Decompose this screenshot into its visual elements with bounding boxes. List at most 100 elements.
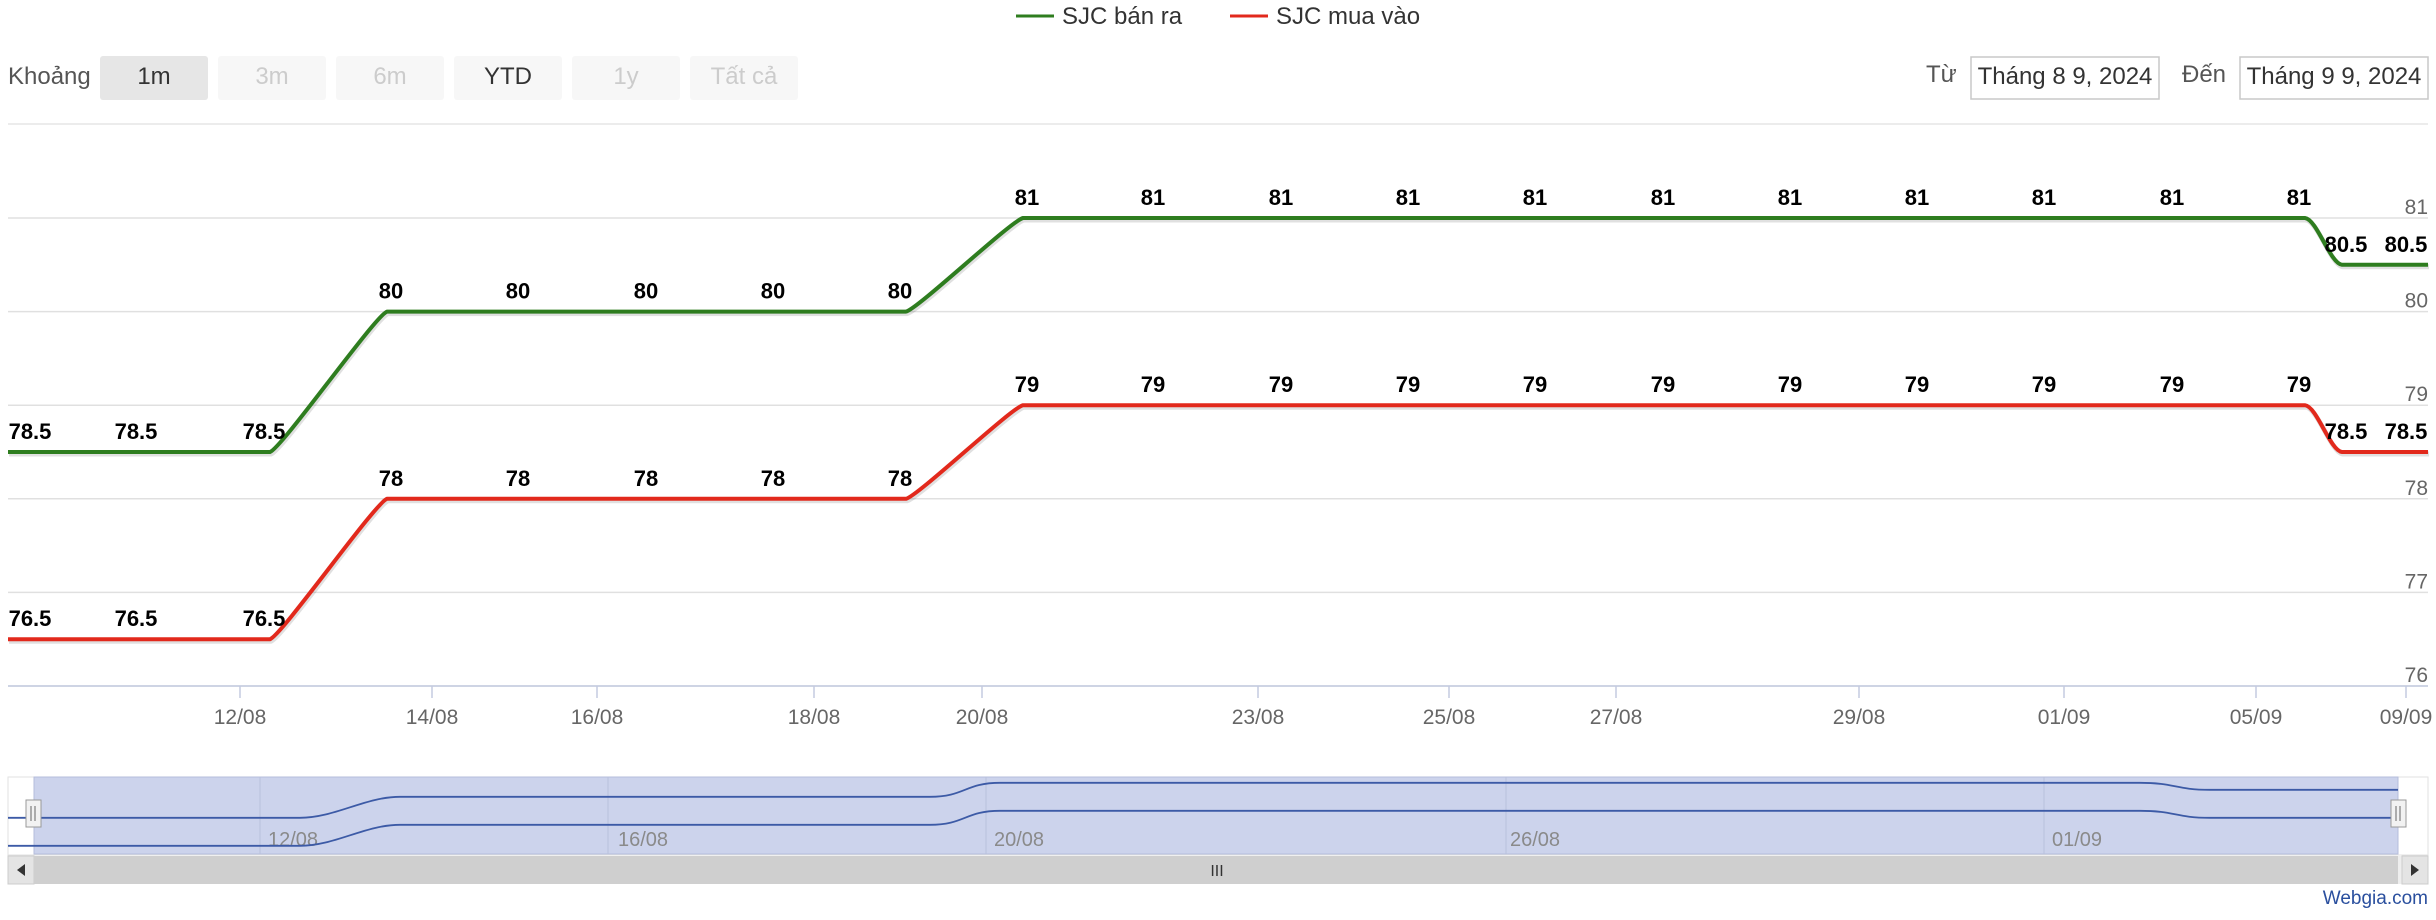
arrow-right-icon: [2411, 864, 2419, 876]
data-label: 79: [1523, 372, 1547, 397]
range-button-label: YTD: [484, 63, 532, 90]
from-date-input[interactable]: Tháng 8 9, 2024: [1970, 56, 2160, 100]
data-label: 79: [1905, 372, 1929, 397]
range-button-1[interactable]: 1m: [100, 56, 208, 100]
data-label: 79: [1141, 372, 1165, 397]
to-date-value: Tháng 9 9, 2024: [2247, 63, 2422, 90]
scrollbar-thumb[interactable]: III: [34, 856, 2398, 884]
legend-buy-label: SJC mua vào: [1276, 3, 1420, 30]
data-label: 80.5: [2325, 232, 2368, 257]
data-label: 80: [761, 279, 785, 304]
navigator-label: 26/08: [1510, 829, 1560, 851]
y-tick-label: 81: [2405, 196, 2428, 219]
data-label: 76.5: [9, 606, 52, 631]
data-label: 78.5: [115, 419, 158, 444]
data-label: 78.5: [2325, 419, 2368, 444]
data-label: 79: [1015, 372, 1039, 397]
data-label: 81: [2032, 185, 2056, 210]
x-tick-label: 25/08: [1423, 706, 1476, 729]
navigator-series-buy: [8, 809, 2398, 847]
data-label: 80.5: [2385, 232, 2428, 257]
legend-item-sell[interactable]: SJC bán ra: [1016, 3, 1183, 30]
data-label: 81: [1651, 185, 1675, 210]
x-tick-label: 09/09: [2380, 706, 2433, 729]
x-tick-label: 14/08: [406, 706, 459, 729]
data-label: 79: [2032, 372, 2056, 397]
data-label: 78.5: [9, 419, 52, 444]
data-label: 79: [1396, 372, 1420, 397]
scrollbar-right-arrow[interactable]: [2401, 855, 2429, 885]
data-label: 76.5: [115, 606, 158, 631]
range-button-2: 3m: [218, 56, 326, 100]
range-button-label: 1y: [613, 63, 638, 90]
series-shadow: [9, 217, 2429, 457]
range-button-6: Tất cả: [690, 56, 798, 100]
y-tick-label: 79: [2405, 383, 2428, 406]
data-label: 79: [2160, 372, 2184, 397]
to-label: Đến: [2182, 61, 2226, 88]
scrollbar-grip: III: [1210, 863, 1223, 880]
credit-link[interactable]: Webgia.com: [2323, 888, 2428, 909]
navigator-selected-range[interactable]: [33, 776, 2399, 855]
scrollbar: III: [7, 855, 2429, 885]
navigator-label: 01/09: [2052, 829, 2102, 851]
data-label: 81: [1269, 185, 1293, 210]
data-label: 81: [2287, 185, 2311, 210]
range-button-label: Tất cả: [711, 63, 778, 90]
legend-sell-label: SJC bán ra: [1062, 3, 1183, 30]
range-button-5: 1y: [572, 56, 680, 100]
data-label: 79: [1651, 372, 1675, 397]
y-tick-label: 76: [2405, 664, 2428, 687]
range-selector: Khoảng 1m 3m 6m YTD 1y Tất cả Từ Tháng 8 9, 2…: [8, 56, 2429, 100]
data-label: 79: [2287, 372, 2311, 397]
data-label: 79: [1778, 372, 1802, 397]
data-label: 80: [379, 279, 403, 304]
data-label: 80: [888, 279, 912, 304]
range-button-4[interactable]: YTD: [454, 56, 562, 100]
x-tick-label: 23/08: [1232, 706, 1285, 729]
data-label: 78.5: [243, 419, 286, 444]
data-label: 78: [506, 466, 530, 491]
navigator-right-handle[interactable]: [2390, 799, 2407, 828]
from-label: Từ: [1926, 61, 1957, 88]
legend-item-buy[interactable]: SJC mua vào: [1230, 3, 1420, 30]
data-label: 81: [1778, 185, 1802, 210]
y-tick-label: 80: [2405, 290, 2428, 313]
from-date-value: Tháng 8 9, 2024: [1978, 63, 2153, 90]
range-button-label: 6m: [373, 63, 406, 90]
x-tick-label: 29/08: [1833, 706, 1886, 729]
x-tick-label: 27/08: [1590, 706, 1643, 729]
data-label: 80: [634, 279, 658, 304]
range-button-3: 6m: [336, 56, 444, 100]
data-label: 81: [1396, 185, 1420, 210]
to-date-input[interactable]: Tháng 9 9, 2024: [2239, 56, 2429, 100]
x-tick-label: 16/08: [571, 706, 624, 729]
data-label: 78: [634, 466, 658, 491]
x-tick-label: 05/09: [2230, 706, 2283, 729]
data-label: 81: [1141, 185, 1165, 210]
series-lines: [8, 216, 2429, 644]
axes: 76 77 78 79 80 81 12/08 14/08 16/08 18/08 20/08 23/…: [8, 196, 2432, 729]
scrollbar-left-arrow[interactable]: [7, 855, 35, 885]
navigator-label: 20/08: [994, 829, 1044, 851]
x-tick-label: 18/08: [788, 706, 841, 729]
range-label: Khoảng: [8, 63, 91, 90]
x-tick-label: 12/08: [214, 706, 267, 729]
navigator: 12/08 16/08 20/08 26/08 01/09: [7, 776, 2429, 856]
data-label: 78: [888, 466, 912, 491]
y-tick-label: 77: [2405, 570, 2428, 593]
series-line-sell: [8, 216, 2428, 454]
data-label: 80: [506, 279, 530, 304]
x-tick-label: 01/09: [2038, 706, 2091, 729]
data-label: 78: [379, 466, 403, 491]
arrow-left-icon: [17, 864, 25, 876]
navigator-label: 16/08: [618, 829, 668, 851]
navigator-label: 12/08: [268, 829, 318, 851]
navigator-left-handle[interactable]: [25, 799, 42, 828]
navigator-series-sell: [8, 781, 2398, 819]
data-label: 81: [1015, 185, 1039, 210]
series-shadow: [9, 404, 2429, 644]
data-label: 81: [2160, 185, 2184, 210]
y-tick-label: 78: [2405, 477, 2428, 500]
